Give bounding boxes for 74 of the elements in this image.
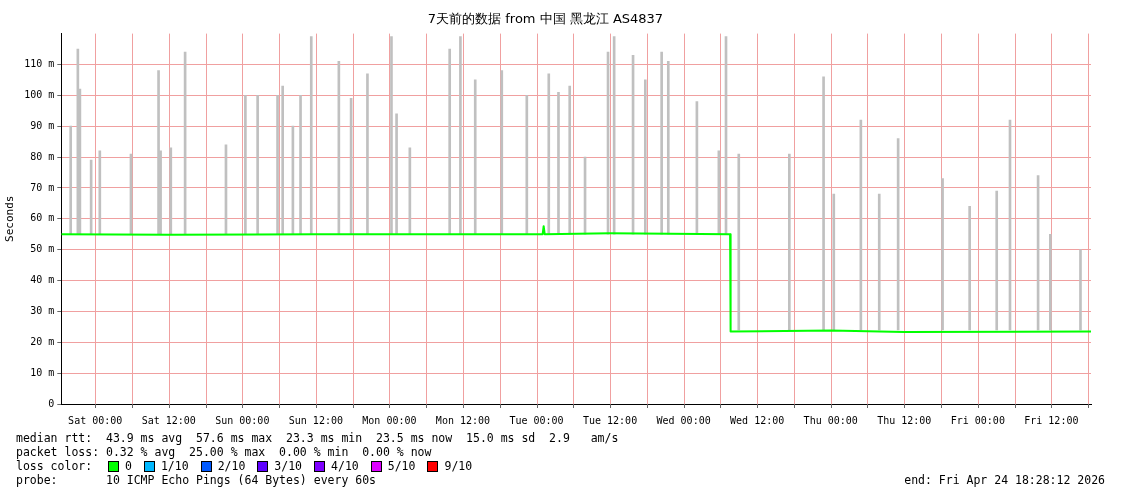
bar — [366, 73, 369, 235]
x-tick-label: Mon 12:00 — [435, 414, 491, 426]
text: 0 — [125, 459, 132, 473]
bar — [1079, 249, 1082, 331]
x-tick-label: Tue 00:00 — [509, 414, 564, 426]
bar — [473, 79, 477, 235]
y-tick-label: 110 m — [24, 58, 55, 70]
bar — [568, 85, 572, 235]
bar — [281, 85, 284, 235]
bar — [500, 70, 504, 235]
y-tick-label: 0 — [48, 397, 55, 409]
text: 9/10 — [444, 459, 473, 473]
y-tick-label: 100 m — [24, 88, 55, 100]
x-tick-label: Sat 00:00 — [68, 414, 123, 426]
bar — [395, 113, 398, 235]
x-tick-label: Thu 00:00 — [803, 414, 858, 426]
bar — [1049, 233, 1052, 331]
text: end: Fri Apr 24 18:28:12 2026 — [904, 473, 1105, 487]
bar — [69, 125, 73, 235]
bar — [244, 95, 247, 235]
y-tick-label: 70 m — [30, 181, 55, 193]
x-tick-label: Tue 12:00 — [582, 414, 638, 426]
bar — [157, 70, 160, 235]
text: 5/10 — [387, 459, 416, 473]
y-tick-label: 30 m — [30, 304, 55, 316]
bar — [995, 190, 999, 331]
x-tick-label: Wed 12:00 — [730, 414, 785, 426]
bar — [276, 95, 279, 235]
bar — [941, 178, 944, 331]
bar — [660, 51, 663, 235]
bar — [525, 95, 529, 235]
x-tick-label: Sun 12:00 — [288, 414, 343, 426]
x-tick-label: Fri 00:00 — [950, 414, 1005, 426]
y-tick-label: 40 m — [30, 274, 55, 286]
text: 1/10 — [160, 459, 189, 473]
bar — [737, 153, 741, 331]
text: median rtt: 43.9 ms avg 57.6 ms max 23.3 ms min 23.5 ms now 15.0 ms sd 2.9 am/s — [16, 431, 619, 445]
text: probe: 10 ICMP Echo Pings (64 Bytes) every 60s — [16, 473, 377, 487]
bar — [448, 48, 452, 235]
text: packet loss: 0.32 % avg 25.00 % max 0.00 % min 0.00 % now — [16, 445, 432, 459]
bar — [459, 36, 462, 235]
y-tick-label: 60 m — [30, 212, 55, 224]
x-tick-label: Mon 00:00 — [362, 414, 417, 426]
x-tick-label: Fri 12:00 — [1024, 414, 1079, 426]
y-tick-label: 10 m — [30, 366, 55, 378]
bar — [390, 36, 393, 235]
x-tick-label: Wed 00:00 — [656, 414, 711, 426]
x-tick-label: Thu 12:00 — [877, 414, 932, 426]
bar — [256, 95, 259, 235]
y-tick-label: 20 m — [30, 335, 55, 347]
bar — [877, 193, 881, 331]
bar — [832, 193, 836, 331]
y-tick-label: 80 m — [30, 150, 55, 162]
text: 3/10 — [274, 459, 303, 473]
chart-title: 7天前的数据 from 中国 黑龙江 AS4837 — [427, 11, 664, 27]
x-tick-label: Sat 12:00 — [141, 414, 196, 426]
bar — [309, 36, 313, 235]
bar — [299, 95, 302, 235]
bar — [557, 91, 560, 235]
bar — [788, 153, 791, 331]
bar — [98, 150, 102, 235]
x-tick-label: Sun 00:00 — [215, 414, 270, 426]
y-axis-title: Seconds — [3, 195, 17, 242]
text: 2/10 — [217, 459, 246, 473]
bar — [822, 76, 825, 331]
y-tick-label: 90 m — [30, 119, 55, 131]
bar — [169, 147, 173, 235]
text: loss color: — [16, 459, 94, 473]
y-tick-label: 50 m — [30, 243, 55, 255]
bar — [968, 206, 971, 331]
text: 4/10 — [331, 459, 359, 473]
bar — [547, 73, 551, 235]
bar — [643, 79, 647, 235]
bar — [666, 61, 670, 235]
